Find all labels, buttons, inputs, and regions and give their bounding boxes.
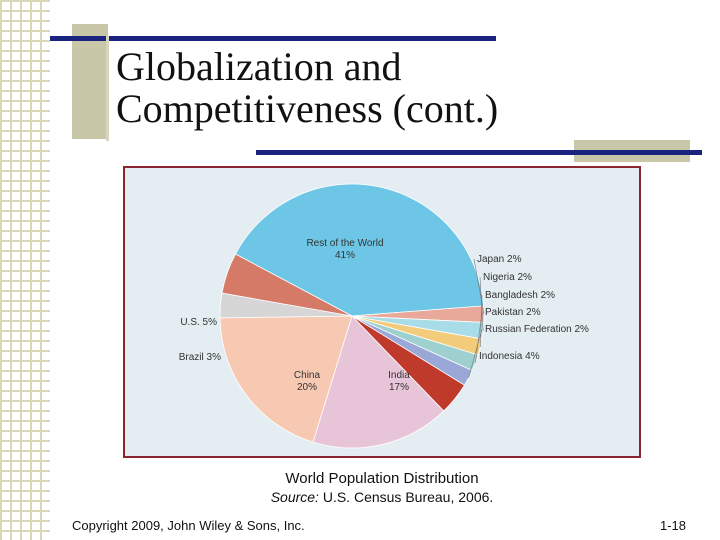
footer-page-number: 1-18 (659, 518, 686, 533)
leader-line (475, 311, 483, 363)
source-label: Source: (270, 489, 319, 505)
slide-title-line1: Globalization and (116, 44, 402, 89)
leader-line (468, 328, 483, 379)
pie-slice-u-s- (221, 253, 353, 317)
pie-slice-rest-of-the-world (234, 183, 485, 317)
chart-frame: Rest of the World 41% Japan 2% Nigeria 2% Ba… (123, 166, 641, 458)
slice-label-u-s-: U.S. 5% (180, 317, 217, 328)
slice-label-indonesia: Indonesia 4% (479, 351, 540, 362)
slice-label-pakistan: Pakistan 2% (485, 307, 541, 318)
pie-chart: Rest of the World 41% Japan 2% Nigeria 2% Ba… (179, 183, 589, 449)
chart-caption-source: Source: U.S. Census Bureau, 2006. (123, 489, 641, 505)
footer-copyright: Copyright 2009, John Wiley & Sons, Inc. (72, 518, 305, 533)
title-top-bar (50, 36, 496, 41)
leader-line (480, 294, 483, 348)
title-accent-block (72, 24, 108, 139)
pie-slice-india (312, 315, 445, 449)
source-text: U.S. Census Bureau, 2006. (318, 489, 494, 505)
slide-title: Globalization and Competitiveness (cont.… (116, 46, 676, 130)
chart-caption-title: World Population Distribution (285, 470, 479, 487)
slice-label-russian-federation: Russian Federation 2% (485, 324, 589, 335)
left-grid-decoration (0, 0, 50, 540)
slice-label-japan: Japan 2% (477, 254, 522, 265)
slice-label-rest-of-the-world: Rest of the World 41% (306, 238, 383, 261)
leader-line (473, 258, 485, 315)
slice-label-bangladesh: Bangladesh 2% (485, 290, 555, 301)
title-vertical-line (106, 36, 109, 141)
pie-slice-china (219, 315, 353, 443)
slice-label-brazil: Brazil 3% (179, 352, 221, 363)
slice-label-india: India 17% (388, 370, 410, 393)
title-bottom-bar (256, 150, 702, 155)
slice-label-china: China 20% (294, 370, 321, 393)
slice-label-nigeria: Nigeria 2% (483, 272, 532, 283)
slide-title-line2: Competitiveness (cont.) (116, 86, 499, 131)
